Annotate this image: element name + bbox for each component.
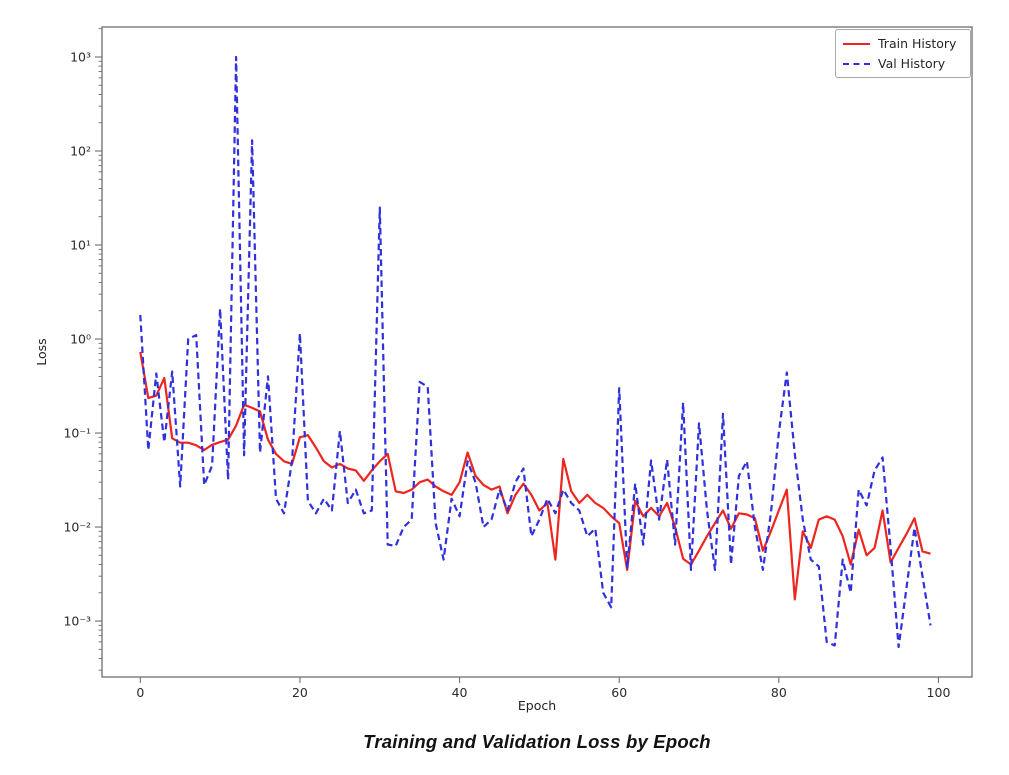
train-line-swatch — [843, 42, 870, 45]
svg-text:10⁰: 10⁰ — [70, 332, 91, 347]
val-line-swatch — [843, 62, 870, 65]
legend-item-train: Train History — [843, 36, 962, 51]
svg-text:10³: 10³ — [70, 49, 91, 64]
figure-caption: Training and Validation Loss by Epoch — [363, 731, 711, 752]
svg-text:80: 80 — [771, 685, 787, 700]
svg-text:10²: 10² — [70, 144, 91, 159]
svg-text:40: 40 — [452, 685, 468, 700]
svg-text:Loss: Loss — [34, 338, 49, 365]
svg-text:10⁻²: 10⁻² — [63, 520, 91, 535]
svg-text:10⁻¹: 10⁻¹ — [63, 426, 91, 441]
svg-text:100: 100 — [927, 685, 951, 700]
svg-text:20: 20 — [292, 685, 308, 700]
legend: Train History Val History — [835, 29, 971, 78]
legend-label-train: Train History — [878, 36, 957, 51]
svg-text:0: 0 — [136, 685, 144, 700]
legend-item-val: Val History — [843, 56, 962, 71]
legend-label-val: Val History — [878, 56, 946, 71]
svg-text:10⁻³: 10⁻³ — [63, 614, 91, 629]
svg-text:60: 60 — [611, 685, 627, 700]
svg-text:10¹: 10¹ — [70, 238, 91, 253]
svg-text:Epoch: Epoch — [518, 698, 556, 713]
